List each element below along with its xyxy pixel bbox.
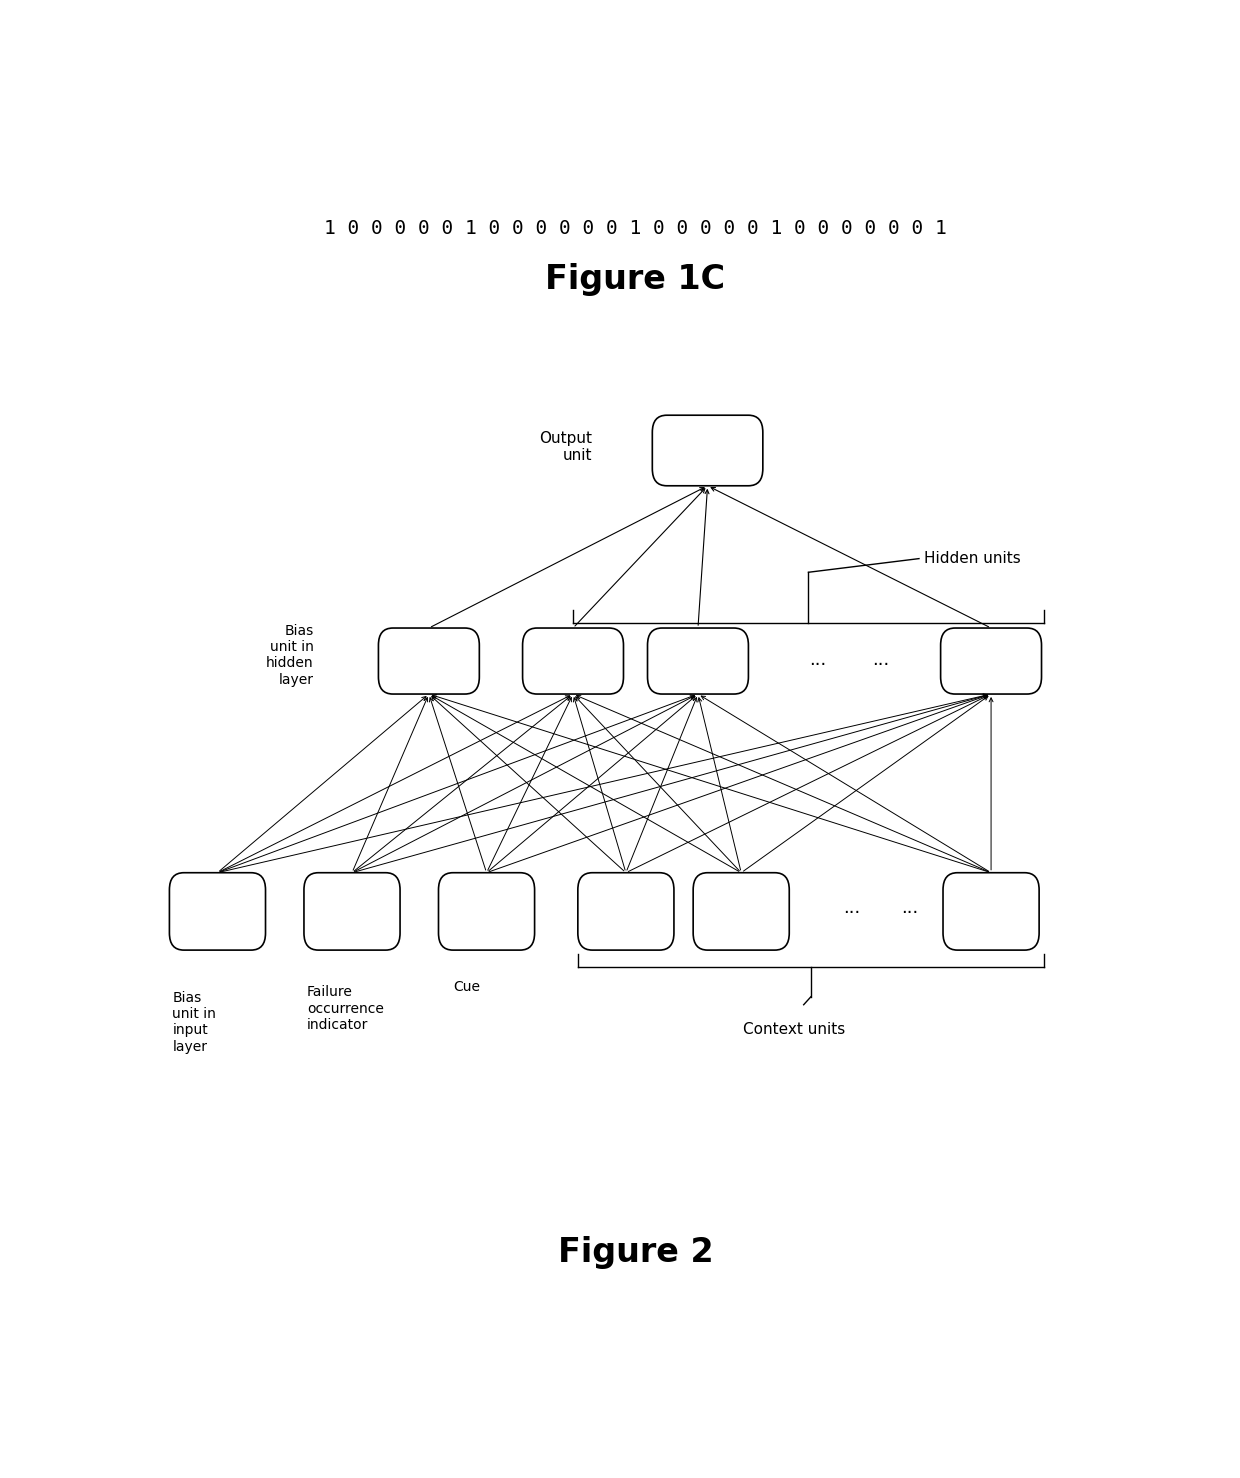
FancyBboxPatch shape bbox=[439, 872, 534, 950]
Text: Figure 1C: Figure 1C bbox=[546, 263, 725, 296]
FancyBboxPatch shape bbox=[693, 872, 789, 950]
Text: ...: ... bbox=[900, 899, 918, 916]
FancyBboxPatch shape bbox=[941, 628, 1042, 695]
FancyBboxPatch shape bbox=[304, 872, 401, 950]
Text: Bias
unit in
hidden
layer: Bias unit in hidden layer bbox=[265, 624, 314, 687]
Text: Hidden units: Hidden units bbox=[924, 551, 1021, 566]
Text: Failure
occurrence
indicator: Failure occurrence indicator bbox=[306, 986, 383, 1032]
Text: Figure 2: Figure 2 bbox=[558, 1236, 713, 1270]
Text: Output
unit: Output unit bbox=[539, 432, 593, 463]
Text: 1 0 0 0 0 0 1 0 0 0 0 0 0 1 0 0 0 0 0 1 0 0 0 0 0 0 1: 1 0 0 0 0 0 1 0 0 0 0 0 0 1 0 0 0 0 0 1 … bbox=[324, 219, 947, 238]
FancyBboxPatch shape bbox=[647, 628, 749, 695]
FancyBboxPatch shape bbox=[170, 872, 265, 950]
Text: Bias
unit in
input
layer: Bias unit in input layer bbox=[172, 992, 216, 1054]
FancyBboxPatch shape bbox=[942, 872, 1039, 950]
Text: Context units: Context units bbox=[743, 1021, 846, 1036]
FancyBboxPatch shape bbox=[578, 872, 675, 950]
Text: ...: ... bbox=[872, 650, 889, 670]
Text: ...: ... bbox=[843, 899, 861, 916]
Text: Cue: Cue bbox=[453, 980, 480, 993]
Text: ...: ... bbox=[810, 650, 827, 670]
FancyBboxPatch shape bbox=[378, 628, 480, 695]
FancyBboxPatch shape bbox=[652, 415, 763, 486]
FancyBboxPatch shape bbox=[522, 628, 624, 695]
